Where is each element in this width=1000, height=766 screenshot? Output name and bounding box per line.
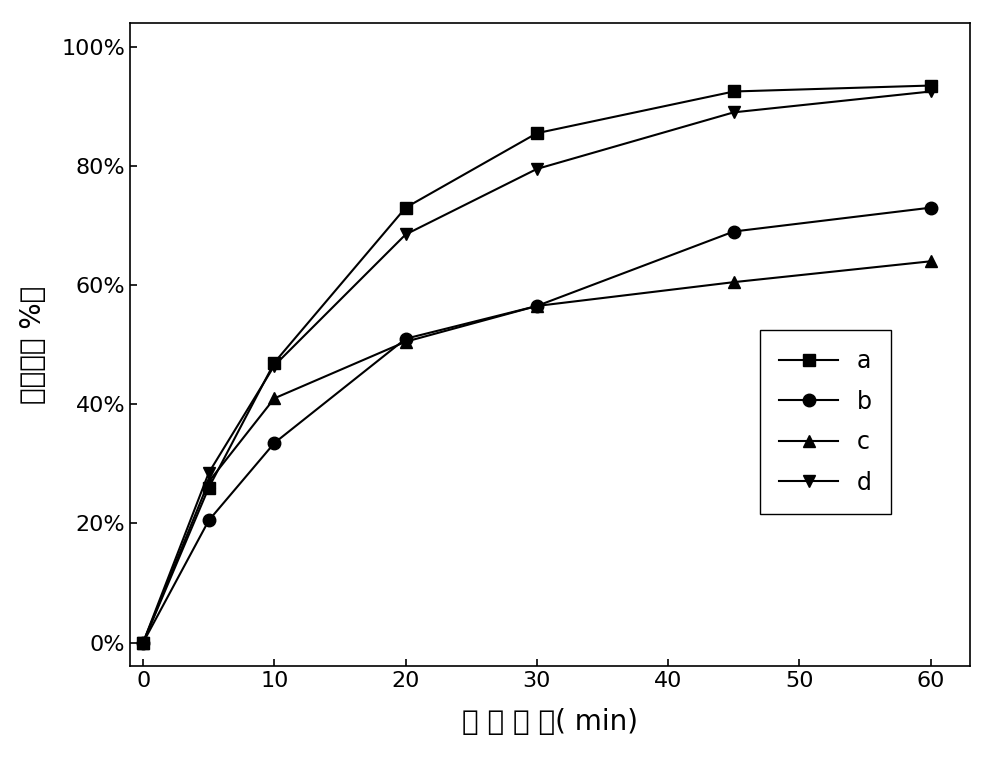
- c: [268, 394, 280, 403]
- Legend: a, b, c, d: a, b, c, d: [760, 330, 891, 513]
- b: [531, 301, 543, 310]
- d: [137, 638, 149, 647]
- d: [925, 87, 937, 96]
- a: [203, 483, 215, 493]
- c: [728, 277, 740, 286]
- a: [400, 203, 412, 212]
- b: [400, 334, 412, 343]
- d: [268, 361, 280, 370]
- c: [400, 337, 412, 346]
- b: [268, 438, 280, 447]
- Line: c: c: [137, 255, 937, 649]
- Line: a: a: [137, 80, 937, 649]
- d: [531, 165, 543, 174]
- a: [728, 87, 740, 96]
- c: [531, 301, 543, 310]
- b: [203, 516, 215, 525]
- a: [268, 358, 280, 367]
- Line: b: b: [137, 201, 937, 649]
- b: [137, 638, 149, 647]
- c: [925, 257, 937, 266]
- Line: d: d: [137, 85, 937, 649]
- X-axis label: 处 理 时 间( min): 处 理 时 间( min): [462, 708, 638, 736]
- a: [531, 129, 543, 138]
- a: [925, 81, 937, 90]
- d: [400, 230, 412, 239]
- d: [728, 108, 740, 117]
- c: [203, 477, 215, 486]
- d: [203, 468, 215, 477]
- a: [137, 638, 149, 647]
- b: [728, 227, 740, 236]
- Y-axis label: 去除率（ %）: 去除率（ %）: [19, 286, 47, 404]
- c: [137, 638, 149, 647]
- b: [925, 203, 937, 212]
